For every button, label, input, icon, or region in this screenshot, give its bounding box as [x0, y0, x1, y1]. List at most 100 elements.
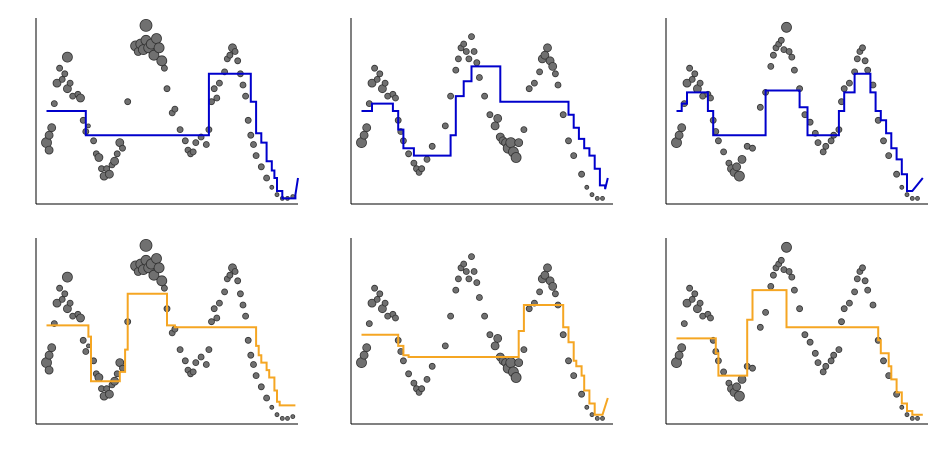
data-point [481, 92, 489, 100]
scatter-points [356, 253, 605, 421]
data-point [86, 123, 91, 129]
data-point [791, 66, 798, 74]
data-point [359, 350, 369, 360]
data-point [452, 66, 460, 74]
data-point [785, 48, 793, 55]
data-point [151, 253, 162, 264]
data-point [505, 137, 517, 149]
data-point [234, 277, 242, 285]
data-point [589, 412, 595, 418]
data-point [215, 299, 223, 307]
data-point [686, 284, 693, 292]
data-point [44, 350, 54, 360]
data-point [252, 372, 260, 380]
data-point [105, 169, 114, 179]
data-point [105, 389, 114, 399]
data-point [124, 98, 132, 106]
data-point [148, 49, 160, 61]
data-point [76, 313, 85, 323]
data-point [381, 79, 389, 87]
data-point [880, 137, 887, 145]
data-point [520, 346, 528, 354]
data-point [893, 170, 900, 178]
data-point [58, 295, 66, 303]
data-point [52, 78, 62, 88]
data-point [536, 68, 543, 76]
data-point [410, 159, 418, 167]
step-fit-line [676, 72, 924, 192]
data-point [250, 141, 257, 148]
data-point [94, 153, 104, 162]
data-point [682, 298, 692, 308]
data-point [359, 130, 369, 140]
data-point [44, 365, 54, 375]
data-point [584, 404, 590, 410]
data-point [688, 295, 696, 303]
data-point [371, 284, 379, 292]
data-point [62, 271, 73, 283]
data-point [153, 262, 165, 274]
data-point [770, 271, 777, 279]
data-point [202, 361, 210, 368]
data-point [680, 320, 688, 328]
data-point [50, 100, 58, 107]
data-point [806, 338, 814, 346]
data-point [163, 85, 171, 93]
data-point [749, 364, 756, 372]
data-point [531, 79, 538, 87]
data-point [677, 343, 687, 353]
data-point [452, 286, 460, 294]
data-point [570, 372, 578, 380]
data-point [192, 139, 200, 147]
data-point [510, 152, 522, 163]
data-point [756, 323, 764, 331]
data-point [548, 281, 558, 291]
data-point [244, 116, 252, 124]
data-point [915, 195, 920, 201]
data-point [90, 137, 97, 145]
data-point [514, 358, 524, 368]
data-point [674, 130, 684, 140]
data-point [584, 184, 590, 190]
data-point [113, 150, 121, 158]
data-point [861, 277, 869, 285]
data-point [181, 357, 189, 365]
data-point [915, 415, 920, 421]
data-point [257, 383, 265, 391]
data-point [462, 48, 470, 55]
data-point [686, 64, 693, 72]
data-point [176, 346, 184, 354]
data-point [242, 92, 250, 100]
data-point [139, 238, 153, 252]
data-point [460, 260, 468, 268]
data-point [777, 36, 785, 44]
data-point [181, 137, 189, 145]
scatter-points [671, 21, 920, 201]
data-point [76, 93, 85, 103]
data-point [367, 298, 377, 308]
data-point [236, 290, 244, 298]
data-point [835, 346, 843, 354]
data-point [811, 349, 819, 357]
data-point [715, 137, 722, 145]
data-point [110, 156, 119, 166]
data-point [822, 362, 830, 370]
step-fit-line [46, 292, 296, 407]
data-point [691, 290, 699, 298]
data-point [827, 137, 835, 145]
data-point [367, 78, 377, 88]
data-point [376, 70, 384, 78]
data-point [263, 394, 271, 402]
data-point [756, 103, 764, 111]
data-point [899, 184, 905, 190]
data-point [830, 351, 838, 359]
data-point [801, 331, 809, 339]
chart-panel-row2-col3 [665, 238, 928, 425]
data-point [247, 131, 255, 139]
data-point [696, 79, 704, 87]
data-point [189, 148, 197, 156]
data-point [473, 59, 481, 66]
data-point [365, 320, 373, 328]
data-point [66, 79, 74, 87]
data-point [762, 308, 769, 316]
